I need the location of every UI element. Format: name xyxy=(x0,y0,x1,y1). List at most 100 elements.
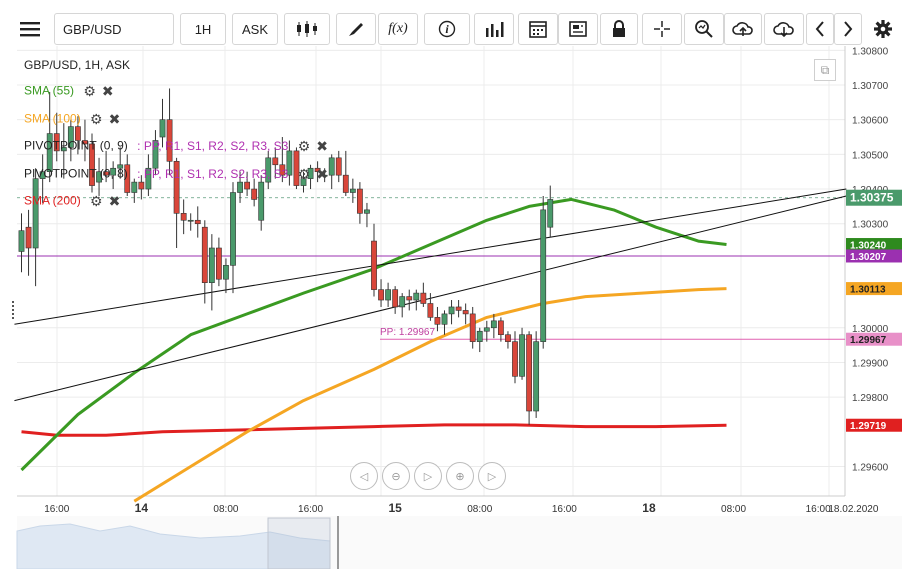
triangle-right-icon: ▷ xyxy=(487,470,497,483)
toolbar: GBP/USD 1H ASK f(x) i xyxy=(0,0,905,46)
gear-icon[interactable]: ⚙ xyxy=(90,111,103,127)
candle-up xyxy=(39,171,46,179)
info-button[interactable]: i xyxy=(424,13,470,45)
zoom-button[interactable] xyxy=(684,13,724,45)
close-icon[interactable]: ✖ xyxy=(316,138,328,154)
sma200-line xyxy=(21,423,727,437)
gear-icon[interactable]: ⚙ xyxy=(297,138,311,154)
close-icon[interactable]: ✖ xyxy=(108,193,121,209)
chart-area[interactable]: 1.308001.307001.306001.305001.304001.303… xyxy=(0,46,905,570)
news-icon xyxy=(569,21,587,37)
zoom-out-button[interactable]: ⊖ xyxy=(382,462,410,490)
candle-up xyxy=(265,157,272,183)
y-tick-label: 1.30700 xyxy=(852,81,889,92)
candle-down xyxy=(166,119,173,162)
lock-icon xyxy=(613,20,625,37)
close-icon[interactable]: ✖ xyxy=(101,83,114,99)
candle-up xyxy=(230,192,236,266)
legend-sma100: SMA (100) ⚙ ✖ xyxy=(24,111,120,128)
candle-down xyxy=(293,150,300,186)
candle-down xyxy=(434,317,441,325)
candle-up xyxy=(46,133,53,173)
indicators-button[interactable] xyxy=(474,13,514,45)
candle-up xyxy=(399,296,406,308)
candle-up xyxy=(18,230,25,252)
candle-down xyxy=(497,320,504,336)
close-icon[interactable]: ✖ xyxy=(316,166,328,182)
gear-icon xyxy=(874,20,892,38)
calendar-button[interactable] xyxy=(518,13,558,45)
navigator-area xyxy=(16,523,331,570)
legend-pivot2-label: PIVOTPOINT (0, 8) xyxy=(24,166,128,181)
price-label: 1.29719 xyxy=(850,421,887,432)
candle-up xyxy=(223,265,229,280)
nav-forward-button[interactable]: ▷ xyxy=(478,462,506,490)
x-tick-label: 18.02.2020 xyxy=(828,504,878,515)
symbol-selector[interactable]: GBP/USD xyxy=(54,13,174,45)
navigator-window xyxy=(267,517,331,570)
candle-down xyxy=(53,133,60,152)
crosshair-button[interactable] xyxy=(642,13,682,45)
triangle-left-icon: ◁ xyxy=(359,470,369,483)
candle-down xyxy=(279,164,286,176)
candle-up xyxy=(131,181,138,193)
calendar-icon xyxy=(529,21,547,38)
candle-down xyxy=(462,310,469,315)
candle-up xyxy=(540,209,547,342)
price-label-box xyxy=(846,189,902,206)
upload-button[interactable] xyxy=(724,13,762,45)
legend-sma200: SMA (200) ⚙ ✖ xyxy=(24,193,120,210)
candle-down xyxy=(314,167,321,173)
candle-up xyxy=(110,167,117,176)
price-label-box xyxy=(846,249,902,263)
close-icon[interactable]: ✖ xyxy=(108,111,121,127)
news-button[interactable] xyxy=(558,13,598,45)
candle-up xyxy=(117,164,124,169)
lock-button[interactable] xyxy=(600,13,638,45)
bar-chart-icon xyxy=(486,22,504,37)
candle-up xyxy=(328,157,335,176)
price-label-box xyxy=(846,332,902,346)
x-tick-label: 18 xyxy=(642,501,656,515)
expand-button[interactable]: ⧉ xyxy=(814,59,836,81)
gear-icon[interactable]: ⚙ xyxy=(297,166,311,182)
y-tick-label: 1.30300 xyxy=(852,220,889,231)
timeframe-selector[interactable]: 1H xyxy=(180,13,226,45)
sma100-line xyxy=(133,287,727,503)
function-button[interactable]: f(x) xyxy=(378,13,418,45)
candle-up xyxy=(547,199,554,228)
settings-button[interactable] xyxy=(868,13,898,45)
scroll-left-button[interactable] xyxy=(806,13,834,45)
candle-up xyxy=(67,126,74,148)
candle-up xyxy=(476,330,483,342)
candle-up xyxy=(187,219,194,222)
candle-up xyxy=(364,209,370,214)
candle-up xyxy=(159,119,166,138)
menu-button[interactable] xyxy=(10,13,50,45)
candle-down xyxy=(25,226,32,249)
price-label: 1.30240 xyxy=(850,241,887,252)
download-button[interactable] xyxy=(764,13,804,45)
price-chart[interactable]: 1.308001.307001.306001.305001.304001.303… xyxy=(0,46,905,570)
candle-down xyxy=(406,296,413,301)
reset-button[interactable]: ▷ xyxy=(414,462,442,490)
gear-icon[interactable]: ⚙ xyxy=(90,193,103,209)
candle-up xyxy=(441,313,448,325)
chart-type-button[interactable] xyxy=(284,13,330,45)
price-label: 1.30207 xyxy=(850,252,887,263)
zoom-in-button[interactable]: ⊕ xyxy=(446,462,474,490)
scroll-right-button[interactable] xyxy=(834,13,862,45)
download-icon xyxy=(773,22,794,38)
upload-icon xyxy=(732,22,753,36)
candle-down xyxy=(75,126,81,141)
candle-up xyxy=(237,181,243,193)
gear-icon[interactable]: ⚙ xyxy=(83,83,96,99)
crosshair-icon xyxy=(654,21,670,37)
candle-down xyxy=(201,226,208,283)
candle-down xyxy=(216,247,222,280)
candle-up xyxy=(448,306,455,315)
nav-back-button[interactable]: ◁ xyxy=(350,462,378,490)
draw-button[interactable] xyxy=(336,13,376,45)
price-type-selector[interactable]: ASK xyxy=(232,13,278,45)
candle-up xyxy=(519,334,525,377)
